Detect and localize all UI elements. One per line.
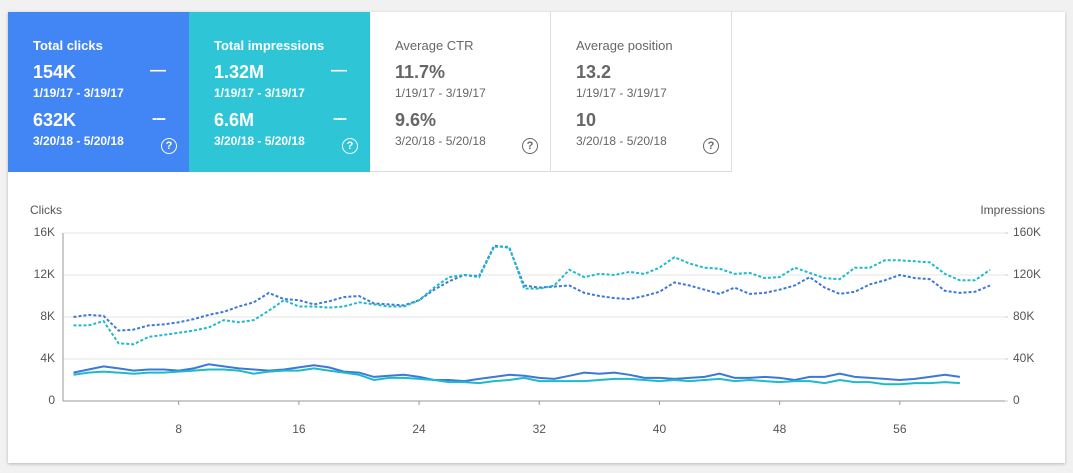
solid-legend: — — [150, 62, 166, 79]
card-label: Average CTR — [395, 38, 474, 53]
series-line — [73, 244, 991, 332]
x-tick-label: 48 — [773, 422, 787, 436]
card-dates: 3/20/18 - 5/20/18 — [33, 134, 124, 148]
card-value: 6.6M — [214, 110, 255, 130]
series-line — [73, 367, 960, 386]
card-dates: 1/19/17 - 3/19/17 — [33, 86, 124, 100]
y-axis-label: Clicks — [30, 203, 62, 217]
help-icon[interactable]: ? — [703, 138, 719, 154]
y2ticks-label: 120K — [1013, 267, 1041, 281]
y2-axis-label: Impressions — [980, 203, 1045, 217]
card-dates: 3/20/18 - 5/20/18 — [395, 134, 486, 148]
help-icon[interactable]: ? — [342, 138, 358, 154]
card-dates: 3/20/18 - 5/20/18 — [214, 134, 305, 148]
x-tick-label: 56 — [893, 422, 907, 436]
yticks-label: 16K — [34, 225, 55, 239]
card-value: 11.7% — [395, 62, 446, 82]
card-label: Total clicks — [33, 38, 103, 53]
card-value: 632K — [33, 110, 77, 130]
card-label: Average position — [576, 38, 673, 53]
y2ticks-label: 160K — [1013, 225, 1041, 239]
yticks-label: 4K — [40, 351, 55, 365]
performance-panel: Total clicks 154K 1/19/17 - 3/19/17 632K… — [8, 12, 1065, 463]
solid-legend: — — [331, 62, 347, 79]
dashed-legend: --- — [152, 110, 166, 127]
card-value: 13.2 — [576, 62, 612, 82]
card-dates: 1/19/17 - 3/19/17 — [395, 86, 486, 100]
metric-card[interactable]: Total impressions 1.32M 1/19/17 - 3/19/1… — [189, 12, 370, 172]
dashed-legend: --- — [333, 110, 347, 127]
card-label: Total impressions — [214, 38, 325, 53]
metric-card[interactable]: Average position 13.2 1/19/17 - 3/19/17 … — [551, 12, 732, 172]
x-tick-label: 8 — [175, 422, 182, 436]
metric-card[interactable]: Total clicks 154K 1/19/17 - 3/19/17 632K… — [8, 12, 189, 172]
card-value: 10 — [576, 110, 597, 130]
card-value: 1.32M — [214, 62, 265, 82]
y2ticks-label: 0 — [1013, 393, 1020, 407]
card-value: 154K — [33, 62, 77, 82]
x-tick-label: 40 — [653, 422, 667, 436]
yticks-label: 0 — [48, 393, 55, 407]
card-dates: 1/19/17 - 3/19/17 — [576, 86, 667, 100]
series-line — [73, 363, 961, 383]
card-dates: 1/19/17 - 3/19/17 — [214, 86, 305, 100]
metric-card[interactable]: Average CTR 11.7% 1/19/17 - 3/19/17 9.6%… — [370, 12, 551, 172]
x-tick-label: 16 — [292, 422, 306, 436]
x-tick-label: 24 — [412, 422, 426, 436]
yticks-label: 8K — [40, 309, 55, 323]
y2ticks-label: 80K — [1013, 309, 1034, 323]
series-line — [73, 245, 991, 346]
chart: Clicks Impressions 0 4K 8K 12K 16K 0 40K 80K 120… — [30, 203, 1045, 436]
help-icon[interactable]: ? — [161, 138, 177, 154]
yticks-label: 12K — [34, 267, 55, 281]
help-icon[interactable]: ? — [522, 138, 538, 154]
y2ticks-label: 40K — [1013, 351, 1034, 365]
card-dates: 3/20/18 - 5/20/18 — [576, 134, 667, 148]
x-tick-label: 32 — [533, 422, 547, 436]
card-value: 9.6% — [395, 110, 437, 130]
